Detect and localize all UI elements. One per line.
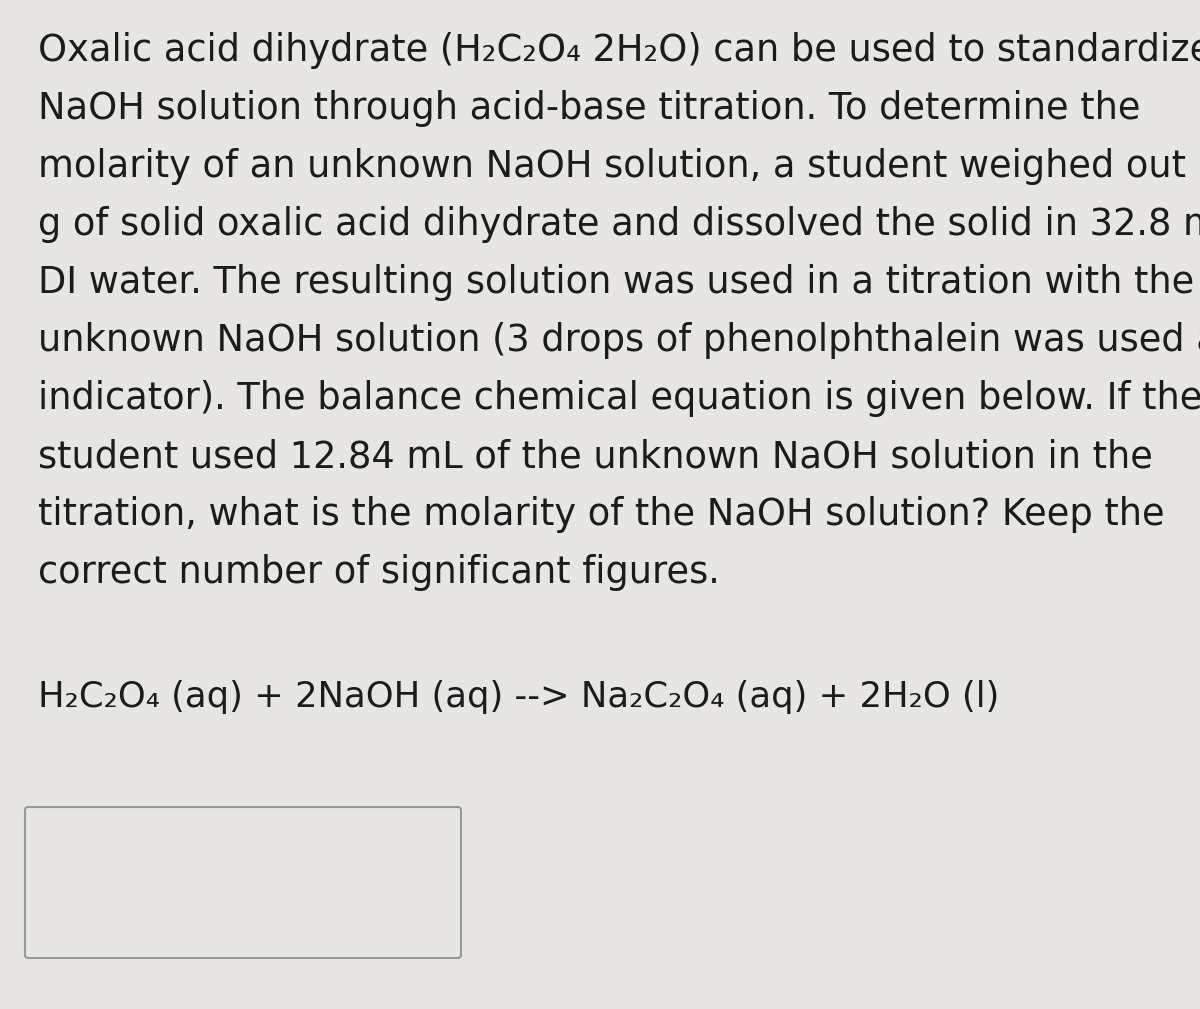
Text: correct number of significant figures.: correct number of significant figures. <box>38 554 720 591</box>
Text: DI water. The resulting solution was used in a titration with the: DI water. The resulting solution was use… <box>38 264 1194 301</box>
Text: g of solid oxalic acid dihydrate and dissolved the solid in 32.8 mL of: g of solid oxalic acid dihydrate and dis… <box>38 206 1200 243</box>
Text: Oxalic acid dihydrate (H₂C₂O₄ 2H₂O) can be used to standardize: Oxalic acid dihydrate (H₂C₂O₄ 2H₂O) can … <box>38 32 1200 69</box>
Text: student used 12.84 mL of the unknown NaOH solution in the: student used 12.84 mL of the unknown NaO… <box>38 438 1153 475</box>
Text: molarity of an unknown NaOH solution, a student weighed out 0.56: molarity of an unknown NaOH solution, a … <box>38 148 1200 185</box>
Text: unknown NaOH solution (3 drops of phenolphthalein was used as an: unknown NaOH solution (3 drops of phenol… <box>38 322 1200 359</box>
Text: titration, what is the molarity of the NaOH solution? Keep the: titration, what is the molarity of the N… <box>38 496 1165 533</box>
FancyBboxPatch shape <box>25 807 461 958</box>
Text: H₂C₂O₄ (aq) + 2NaOH (aq) --> Na₂C₂O₄ (aq) + 2H₂O (l): H₂C₂O₄ (aq) + 2NaOH (aq) --> Na₂C₂O₄ (aq… <box>38 680 1000 714</box>
Text: indicator). The balance chemical equation is given below. If the: indicator). The balance chemical equatio… <box>38 380 1200 417</box>
Text: NaOH solution through acid-base titration. To determine the: NaOH solution through acid-base titratio… <box>38 90 1140 127</box>
